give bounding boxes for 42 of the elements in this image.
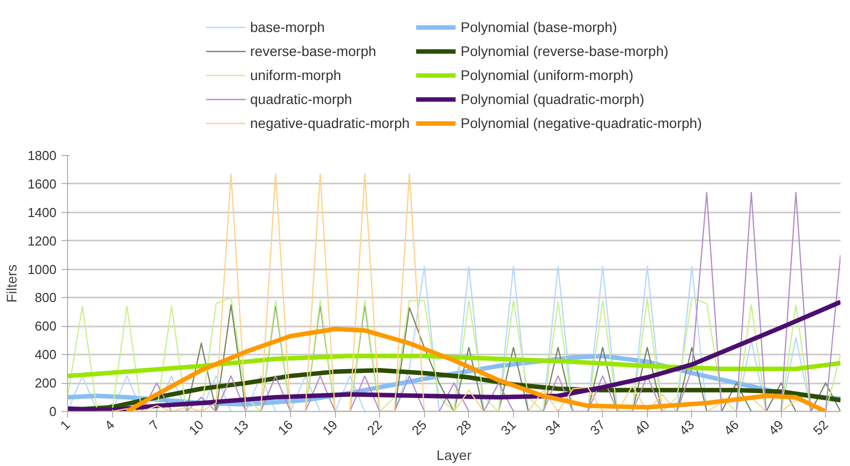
x-tick-label: 7 — [146, 417, 162, 433]
legend-label: quadratic-morph — [250, 90, 352, 108]
y-tick-label: 1600 — [28, 176, 56, 192]
x-tick-label: 16 — [274, 417, 296, 438]
x-tick-label: 19 — [320, 417, 340, 438]
y-tick-label: 1400 — [28, 204, 56, 220]
legend-label: uniform-morph — [250, 66, 342, 84]
line-series — [68, 354, 840, 378]
y-tick-label: 600 — [34, 318, 57, 334]
y-tick-label: 1000 — [28, 262, 56, 277]
x-tick-label: 40 — [632, 417, 653, 438]
legend-label: negative-quadratic-morph — [250, 114, 410, 132]
x-tick-label: 52 — [810, 417, 831, 438]
y-tick-label: 800 — [34, 290, 57, 306]
x-tick-label: 4 — [102, 417, 118, 433]
y-tick-label: 200 — [34, 376, 57, 391]
legend-label: Polynomial (negative-quadratic-morph) — [460, 114, 702, 132]
x-tick-label: 22 — [364, 417, 385, 438]
legend-label: Polynomial (base-morph) — [460, 18, 618, 36]
x-tick-label: 28 — [453, 417, 474, 438]
legend-label: Polynomial (quadratic-morph) — [460, 90, 644, 108]
legend-label: Polynomial (uniform-morph) — [460, 66, 634, 84]
x-tick-label: 13 — [230, 417, 252, 438]
y-tick-label: 1800 — [28, 148, 56, 163]
x-tick-label: 10 — [186, 417, 207, 438]
x-tick-label: 49 — [766, 417, 786, 438]
legend-label: reverse-base-morph — [250, 42, 376, 60]
x-tick-label: 46 — [720, 417, 742, 438]
legend-label: Polynomial (reverse-base-morph) — [460, 42, 668, 60]
y-tick-label: 400 — [34, 347, 57, 362]
x-axis-title: Layer — [436, 447, 472, 464]
x-tick-label: 31 — [498, 417, 519, 438]
x-tick-label: 37 — [587, 417, 608, 438]
x-tick-label: 34 — [542, 417, 564, 438]
y-tick-label: 0 — [49, 404, 57, 419]
y-axis-title: Filters — [4, 264, 20, 303]
line-series — [124, 326, 828, 412]
legend-label: base-morph — [250, 18, 325, 36]
x-tick-label: 43 — [676, 417, 698, 438]
x-tick-label: 1 — [57, 417, 73, 433]
y-tick-label: 1200 — [28, 233, 56, 248]
x-tick-label: 25 — [408, 417, 430, 438]
